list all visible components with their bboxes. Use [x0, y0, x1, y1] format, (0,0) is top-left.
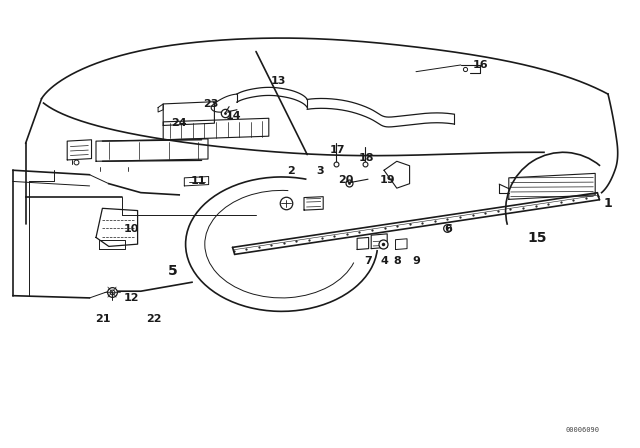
- Text: 11: 11: [191, 177, 206, 186]
- Text: 2: 2: [287, 166, 295, 176]
- Text: 1: 1: [604, 197, 612, 211]
- Text: 23: 23: [204, 99, 219, 109]
- Text: 5: 5: [168, 264, 178, 278]
- Text: 17: 17: [330, 145, 346, 155]
- Text: 13: 13: [271, 76, 286, 86]
- Text: 24: 24: [172, 118, 187, 128]
- Text: 14: 14: [226, 112, 241, 121]
- Text: 6: 6: [444, 224, 452, 234]
- Text: 18: 18: [358, 153, 374, 163]
- Text: 15: 15: [528, 231, 547, 246]
- Text: 16: 16: [472, 60, 488, 70]
- Text: 20: 20: [338, 175, 353, 185]
- Text: 4: 4: [380, 256, 388, 266]
- Text: 12: 12: [124, 293, 139, 303]
- Text: 19: 19: [380, 175, 395, 185]
- Text: 00006090: 00006090: [565, 427, 600, 433]
- Text: 22: 22: [146, 314, 161, 324]
- Text: 8: 8: [393, 256, 401, 266]
- Text: 3: 3: [316, 166, 324, 176]
- Text: 21: 21: [95, 314, 110, 324]
- Text: 7: 7: [364, 256, 372, 266]
- Text: 9: 9: [412, 256, 420, 266]
- Text: 10: 10: [124, 224, 139, 234]
